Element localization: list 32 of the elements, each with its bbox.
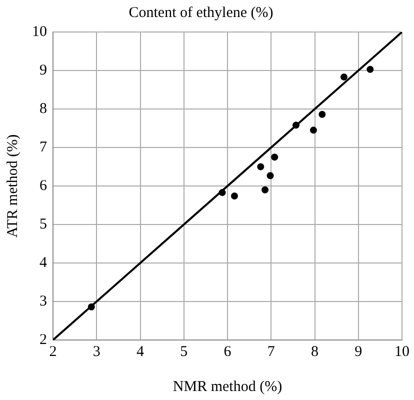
point [340,74,348,81]
y-tick-label: 7 [40,139,48,156]
y-axis-title: ATR method (%) [4,134,21,238]
y-tick-label: 3 [40,293,47,310]
point [230,192,238,200]
x-tick-label: 4 [136,344,144,360]
y-tick-label: 4 [40,254,48,271]
x-tick-label: 9 [354,344,362,360]
x-tick-label: 10 [394,344,410,360]
x-tick-label: 3 [92,344,100,360]
y-tick-label: 5 [40,216,47,232]
point [88,303,95,310]
point [310,126,317,134]
x-tick-label: 8 [311,344,318,360]
point [292,122,300,129]
y-tick-label: 6 [40,178,48,194]
point [218,189,226,196]
chart-title: Content of ethylene (%) [128,4,274,21]
y-tick-label: 8 [40,100,47,117]
y-tick-label: 10 [32,24,47,40]
x-tick-label: 6 [224,344,232,360]
point [257,163,264,170]
point [271,154,278,161]
point [266,172,274,180]
point [318,110,326,118]
y-tick-label: 2 [40,332,47,348]
point [366,66,374,73]
x-axis-title: NMR method (%) [172,378,282,395]
point [262,186,269,194]
y-tick-label: 9 [40,62,47,78]
x-tick-label: 5 [180,344,188,360]
x-tick-label: 7 [267,344,276,360]
